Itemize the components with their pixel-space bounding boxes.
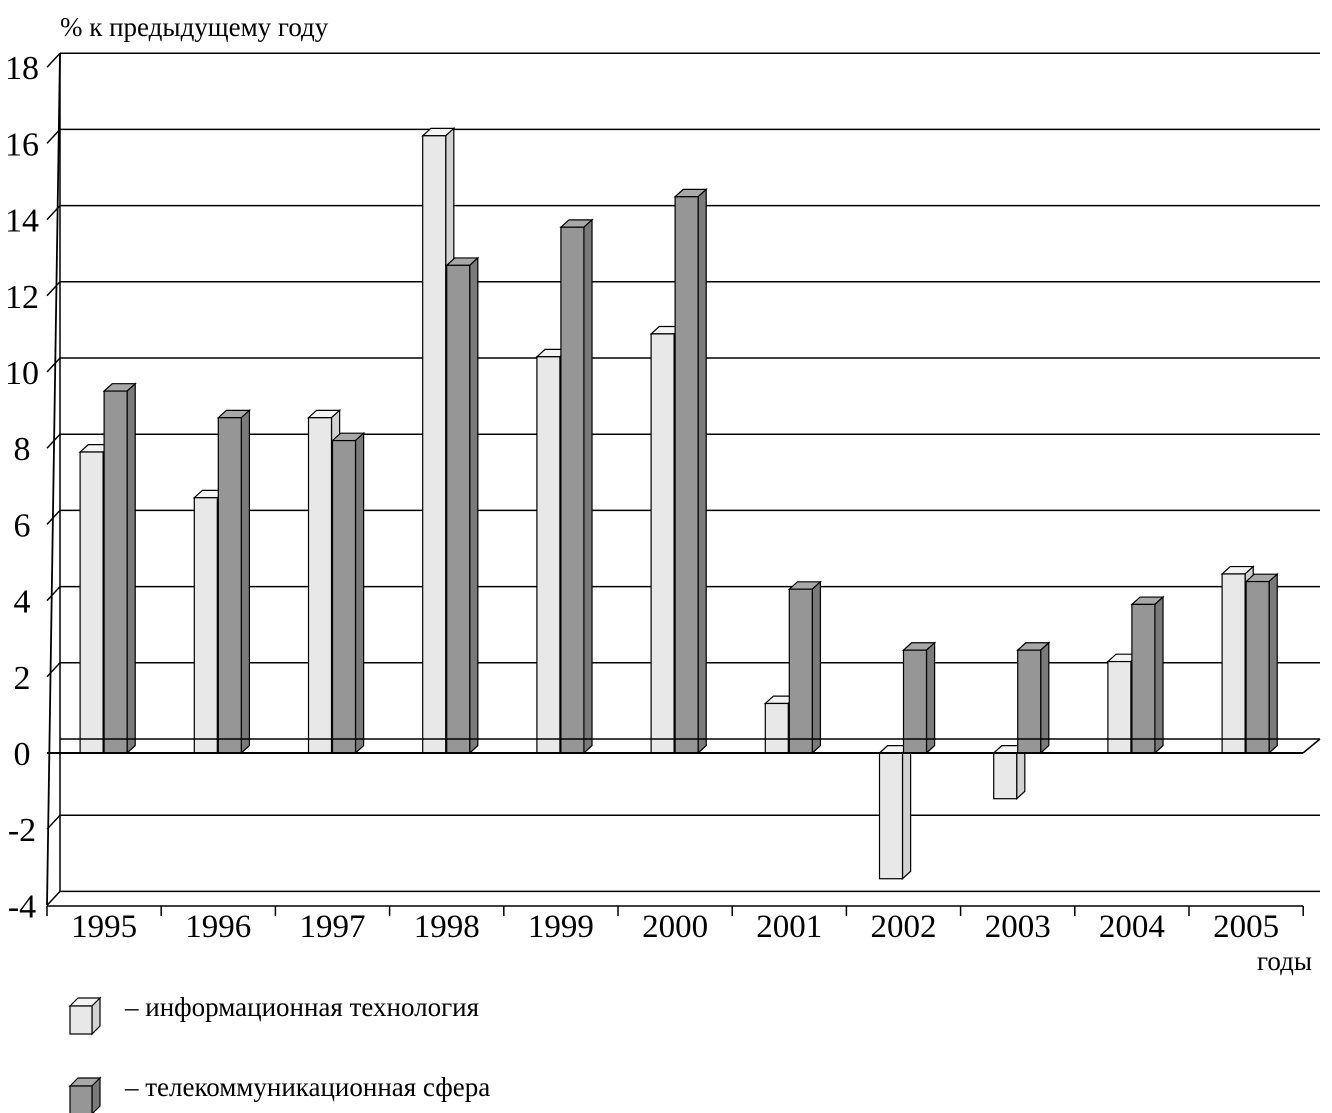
bar-side [925, 641, 936, 755]
gridline-depth [46, 586, 61, 602]
bar-front [674, 196, 699, 754]
x-tick-label: 2001 [756, 909, 822, 945]
bar-side [1154, 595, 1164, 755]
y-tick-label: 12 [5, 279, 39, 316]
bar-front [331, 439, 357, 754]
bar-front [878, 752, 904, 880]
bar-front [788, 588, 813, 754]
y-tick-label: 6 [14, 507, 31, 544]
bar-front [1221, 573, 1246, 754]
bar-side [469, 256, 479, 755]
legend-swatch [69, 1005, 93, 1035]
bar-it-2003 [992, 744, 1027, 801]
bar-front [902, 649, 928, 754]
bar-telecom-2000 [673, 188, 708, 755]
gridline-depth [46, 357, 61, 373]
bar-telecom-1997 [330, 431, 366, 755]
bar-side [126, 382, 136, 755]
bar-side [811, 580, 822, 755]
bar-front [79, 451, 104, 754]
y-tick-label: 10 [5, 355, 39, 392]
x-axis-ticks: 1995 1996 1997 1998 1999 2000 2001 2002 2003 2004… [46, 905, 1304, 945]
legend-label: – информационная технология [124, 992, 479, 1022]
y-tick-label: 16 [5, 126, 39, 163]
y-tick-label: 4 [14, 584, 31, 621]
gridline-depth [46, 814, 61, 830]
bars [78, 127, 1279, 881]
bar-front [993, 752, 1018, 800]
y-axis-ticks: 18 16 14 12 10 8 6 4 2 0 -2 -4 [5, 50, 39, 925]
bar-telecom-2004 [1130, 595, 1165, 755]
bar-telecom-1996 [216, 408, 251, 755]
y-tick-label: 0 [14, 736, 31, 773]
bar-front [307, 417, 333, 754]
legend-item: – информационная технология [68, 992, 479, 1036]
bar-front [446, 264, 471, 754]
axes [46, 53, 1321, 906]
bar-side [697, 188, 707, 755]
bar-front [217, 417, 242, 754]
y-tick-label: -2 [8, 812, 36, 849]
bar-telecom-1999 [559, 218, 594, 755]
bar-front [536, 356, 561, 754]
gridline-depth [46, 890, 61, 906]
bar-front [1245, 580, 1270, 754]
bar-front [103, 390, 128, 754]
x-tick-label: 2000 [642, 909, 708, 945]
x-tick-label: 2004 [1099, 909, 1165, 945]
y-tick-label: 18 [5, 50, 39, 87]
bar-side [583, 218, 593, 755]
gridline-depth [46, 52, 61, 68]
gridline-depth [46, 662, 61, 678]
legend-label: – телекоммуникационная сфера [124, 1072, 490, 1102]
bar-front [560, 226, 585, 754]
y-tick-label: 2 [14, 660, 31, 697]
bar-side [354, 431, 365, 755]
bar-telecom-2002 [901, 641, 937, 755]
bar-telecom-1995 [102, 382, 137, 755]
x-tick-label: 1998 [414, 909, 480, 945]
gridline-depth [46, 281, 61, 297]
x-tick-label: 1999 [528, 909, 594, 945]
x-tick-label: 2005 [1213, 909, 1279, 945]
bar-telecom-2003 [1016, 641, 1051, 755]
y-axis-title: % к предыдущему году [60, 12, 329, 42]
bar-side [1268, 572, 1278, 755]
bar-front [1131, 603, 1156, 754]
legend-swatch [69, 1085, 93, 1113]
x-tick-label: 2002 [871, 909, 937, 945]
bar-front [764, 702, 789, 754]
y-axis [46, 53, 61, 906]
bar-front [650, 333, 675, 754]
zero-depth-right [1302, 738, 1321, 754]
bar-side [240, 408, 251, 755]
x-tick-label: 1996 [185, 909, 251, 945]
bar-telecom-2001 [787, 580, 822, 755]
bar-front [193, 497, 218, 754]
gridline-depth [46, 128, 61, 144]
bar-side [901, 744, 912, 881]
bar-telecom-2005 [1244, 572, 1279, 755]
x-tick-label: 2003 [985, 909, 1051, 945]
x-axis-title: годы [1257, 946, 1312, 976]
legend: – информационная технология – телекоммуни… [68, 992, 490, 1113]
y-tick-label: -4 [8, 888, 36, 925]
y-tick-label: 8 [14, 431, 31, 468]
bar-telecom-1998 [445, 256, 480, 755]
legend-item: – телекоммуникационная сфера [68, 1072, 490, 1113]
bar-it-2002 [877, 744, 913, 881]
x-tick-label: 1995 [71, 909, 137, 945]
bar-front [422, 135, 447, 754]
bar-side [1040, 641, 1050, 755]
y-tick-label: 14 [5, 203, 39, 240]
bar-front [1017, 649, 1042, 754]
x-tick-label: 1997 [300, 909, 366, 945]
